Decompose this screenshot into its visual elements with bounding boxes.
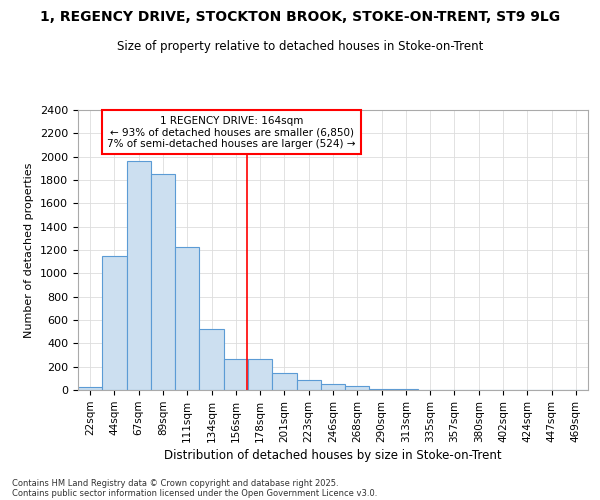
Bar [175, 246, 199, 390]
Bar [345, 386, 370, 390]
Bar [248, 358, 272, 390]
Bar [199, 329, 224, 390]
Text: 1, REGENCY DRIVE, STOCKTON BROOK, STOKE-ON-TRENT, ST9 9LG: 1, REGENCY DRIVE, STOCKTON BROOK, STOKE-… [40, 10, 560, 24]
Bar [127, 162, 151, 390]
Bar [321, 384, 345, 390]
Bar [296, 380, 321, 390]
Text: Size of property relative to detached houses in Stoke-on-Trent: Size of property relative to detached ho… [117, 40, 483, 53]
Bar [272, 372, 296, 390]
Bar [224, 358, 248, 390]
Bar [151, 174, 175, 390]
Y-axis label: Number of detached properties: Number of detached properties [25, 162, 34, 338]
X-axis label: Distribution of detached houses by size in Stoke-on-Trent: Distribution of detached houses by size … [164, 449, 502, 462]
Bar [78, 387, 102, 390]
Text: Contains public sector information licensed under the Open Government Licence v3: Contains public sector information licen… [12, 488, 377, 498]
Bar [370, 389, 394, 390]
Text: Contains HM Land Registry data © Crown copyright and database right 2025.: Contains HM Land Registry data © Crown c… [12, 478, 338, 488]
Text: 1 REGENCY DRIVE: 164sqm
← 93% of detached houses are smaller (6,850)
7% of semi-: 1 REGENCY DRIVE: 164sqm ← 93% of detache… [107, 116, 356, 149]
Bar [102, 256, 127, 390]
